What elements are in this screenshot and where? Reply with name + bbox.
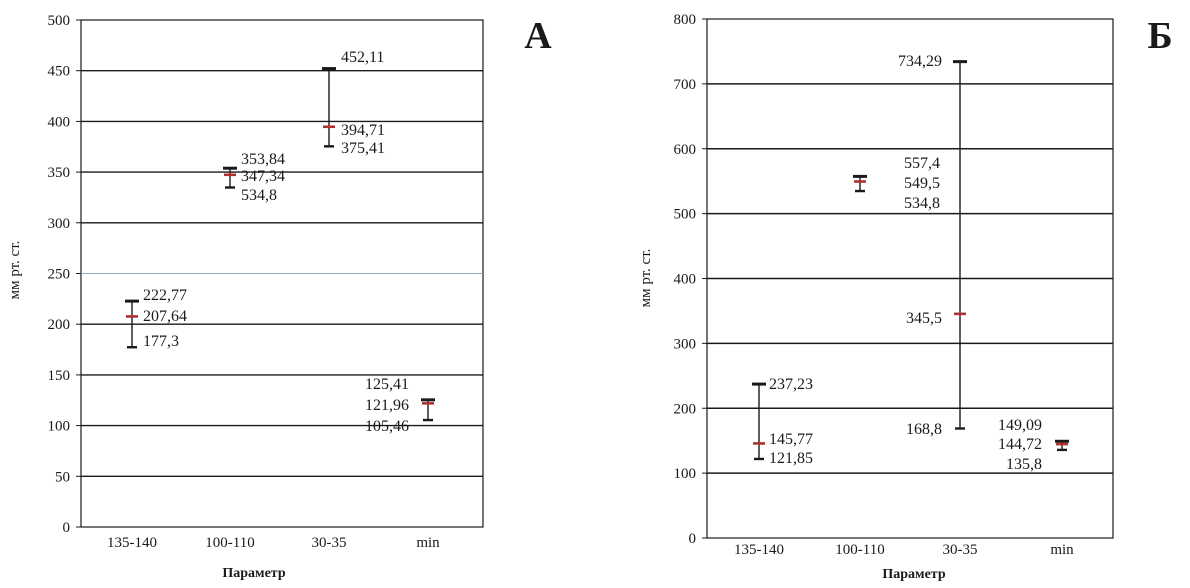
y-tick-label: 200 [48,317,71,333]
chart-panel-b: 0 100 200 300 400 500 600 700 800 135-140 100-110… [638,12,1173,582]
y-tick-label: 100 [48,419,71,435]
y-tick-label: 250 [48,267,71,283]
y-tick-label: 350 [48,165,71,181]
y-tick-label: 300 [48,216,71,232]
data-label: 121,96 [365,397,409,414]
y-tick-label: 400 [674,272,697,288]
data-label: 534,8 [904,195,940,212]
x-tick-label: 30-35 [943,542,978,558]
x-tick-label: 135-140 [107,535,157,551]
gridlines-a [81,69,483,477]
data-label: 394,71 [341,122,385,139]
x-tick-label: min [416,535,440,551]
panel-letter-a: А [524,15,552,57]
data-label: 557,4 [904,155,940,172]
chart-panel-a: 0 50 100 150 200 250 300 350 400 450 500 135-140 10… [7,13,552,581]
data-label: 168,8 [906,421,942,438]
data-label: 549,5 [904,175,940,192]
y-tick-label: 150 [48,368,71,384]
data-label: 222,77 [143,287,187,304]
data-label: 149,09 [998,417,1042,434]
data-labels-b: 237,23 145,77 121,85 557,4 549,5 534,8 734,29 3… [769,53,1042,473]
y-tick-labels-b: 0 100 200 300 400 500 600 700 800 [674,12,707,547]
y-tick-label: 0 [63,520,71,536]
x-tick-labels-a: 135-140 100-110 30-35 min [107,535,440,551]
data-label: 105,46 [365,418,409,435]
y-tick-label: 500 [48,13,71,29]
data-label: 734,29 [898,53,942,70]
gridlines-b [707,83,1113,474]
range-marks-a [125,67,435,422]
y-tick-label: 200 [674,401,697,417]
y-tick-label: 600 [674,142,697,158]
panel-letter-b: Б [1147,15,1172,57]
y-tick-label: 450 [48,64,71,80]
data-label: 534,8 [241,187,277,204]
y-tick-label: 700 [674,77,697,93]
data-label: 345,5 [906,310,942,327]
data-label: 207,64 [143,308,187,325]
data-label: 452,11 [341,49,384,66]
x-axis-label-b: Параметр [882,567,945,582]
y-tick-labels-a: 0 50 100 150 200 250 300 350 400 450 500 [48,13,81,536]
y-tick-label: 50 [55,469,70,485]
y-axis-label-b: мм рт. ст. [638,249,654,308]
data-label: 375,41 [341,140,385,157]
x-tick-label: 100-110 [205,535,254,551]
data-label: 121,85 [769,450,813,467]
y-tick-label: 400 [48,114,71,130]
data-label: 135,8 [1006,456,1042,473]
x-tick-label: 100-110 [835,542,884,558]
x-tick-labels-b: 135-140 100-110 30-35 min [734,542,1074,558]
y-tick-label: 100 [674,466,697,482]
data-label: 125,41 [365,376,409,393]
x-tick-label: 135-140 [734,542,784,558]
y-tick-label: 300 [674,336,697,352]
data-label: 347,34 [241,168,285,185]
range-marks-b [752,60,1069,461]
data-label: 237,23 [769,376,813,393]
x-axis-label-a: Параметр [222,566,285,581]
data-label: 144,72 [998,436,1042,453]
y-tick-label: 800 [674,12,697,28]
data-label: 145,77 [769,431,813,448]
y-tick-label: 500 [674,207,697,223]
x-tick-label: min [1050,542,1074,558]
y-tick-label: 0 [689,531,697,547]
data-label: 353,84 [241,151,285,168]
x-tick-label: 30-35 [312,535,347,551]
y-axis-label-a: мм рт. ст. [7,241,23,300]
data-label: 177,3 [143,333,179,350]
